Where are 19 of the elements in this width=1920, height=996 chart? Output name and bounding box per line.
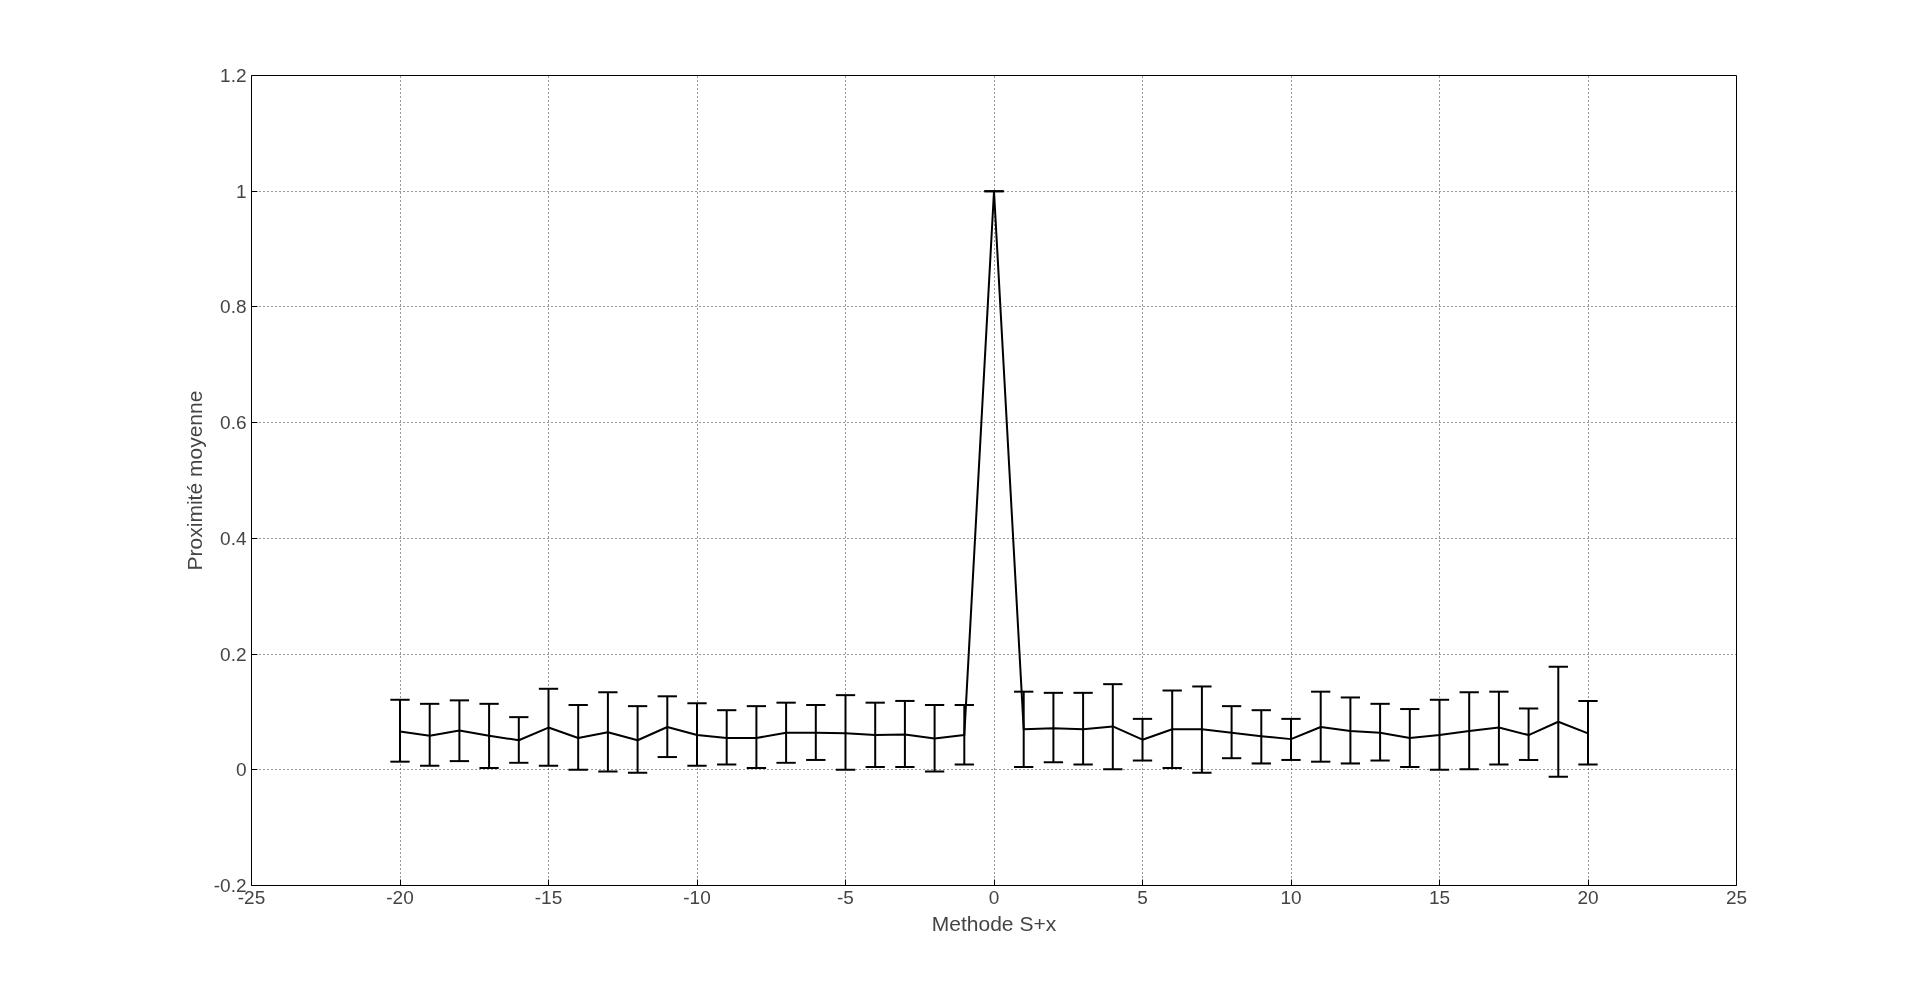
x-tick-label: 20 <box>1577 886 1599 908</box>
x-tick-label: 10 <box>1280 886 1302 908</box>
x-tick-label: -15 <box>534 886 563 908</box>
y-tick-label: 0.6 <box>220 412 247 434</box>
x-tick-label: -10 <box>683 886 711 908</box>
y-axis-title: Proximité moyenne <box>182 390 206 571</box>
x-tick-label: 15 <box>1428 886 1451 908</box>
y-tick-label: 1.2 <box>220 65 247 86</box>
x-axis-title: Methode S+x <box>931 911 1057 935</box>
x-tick-label: 25 <box>1725 886 1748 908</box>
y-tick-label: 0.8 <box>220 296 247 318</box>
y-tick-label: 0.2 <box>220 643 247 665</box>
y-tick-label: 0 <box>235 759 247 781</box>
x-tick-label: 0 <box>988 886 1000 908</box>
y-tick-label: 0.4 <box>220 527 247 549</box>
y-tick-label: 1 <box>235 180 247 202</box>
x-tick-label: 5 <box>1137 886 1148 908</box>
x-tick-label: -20 <box>386 886 414 908</box>
x-tick-label: -5 <box>837 886 854 908</box>
